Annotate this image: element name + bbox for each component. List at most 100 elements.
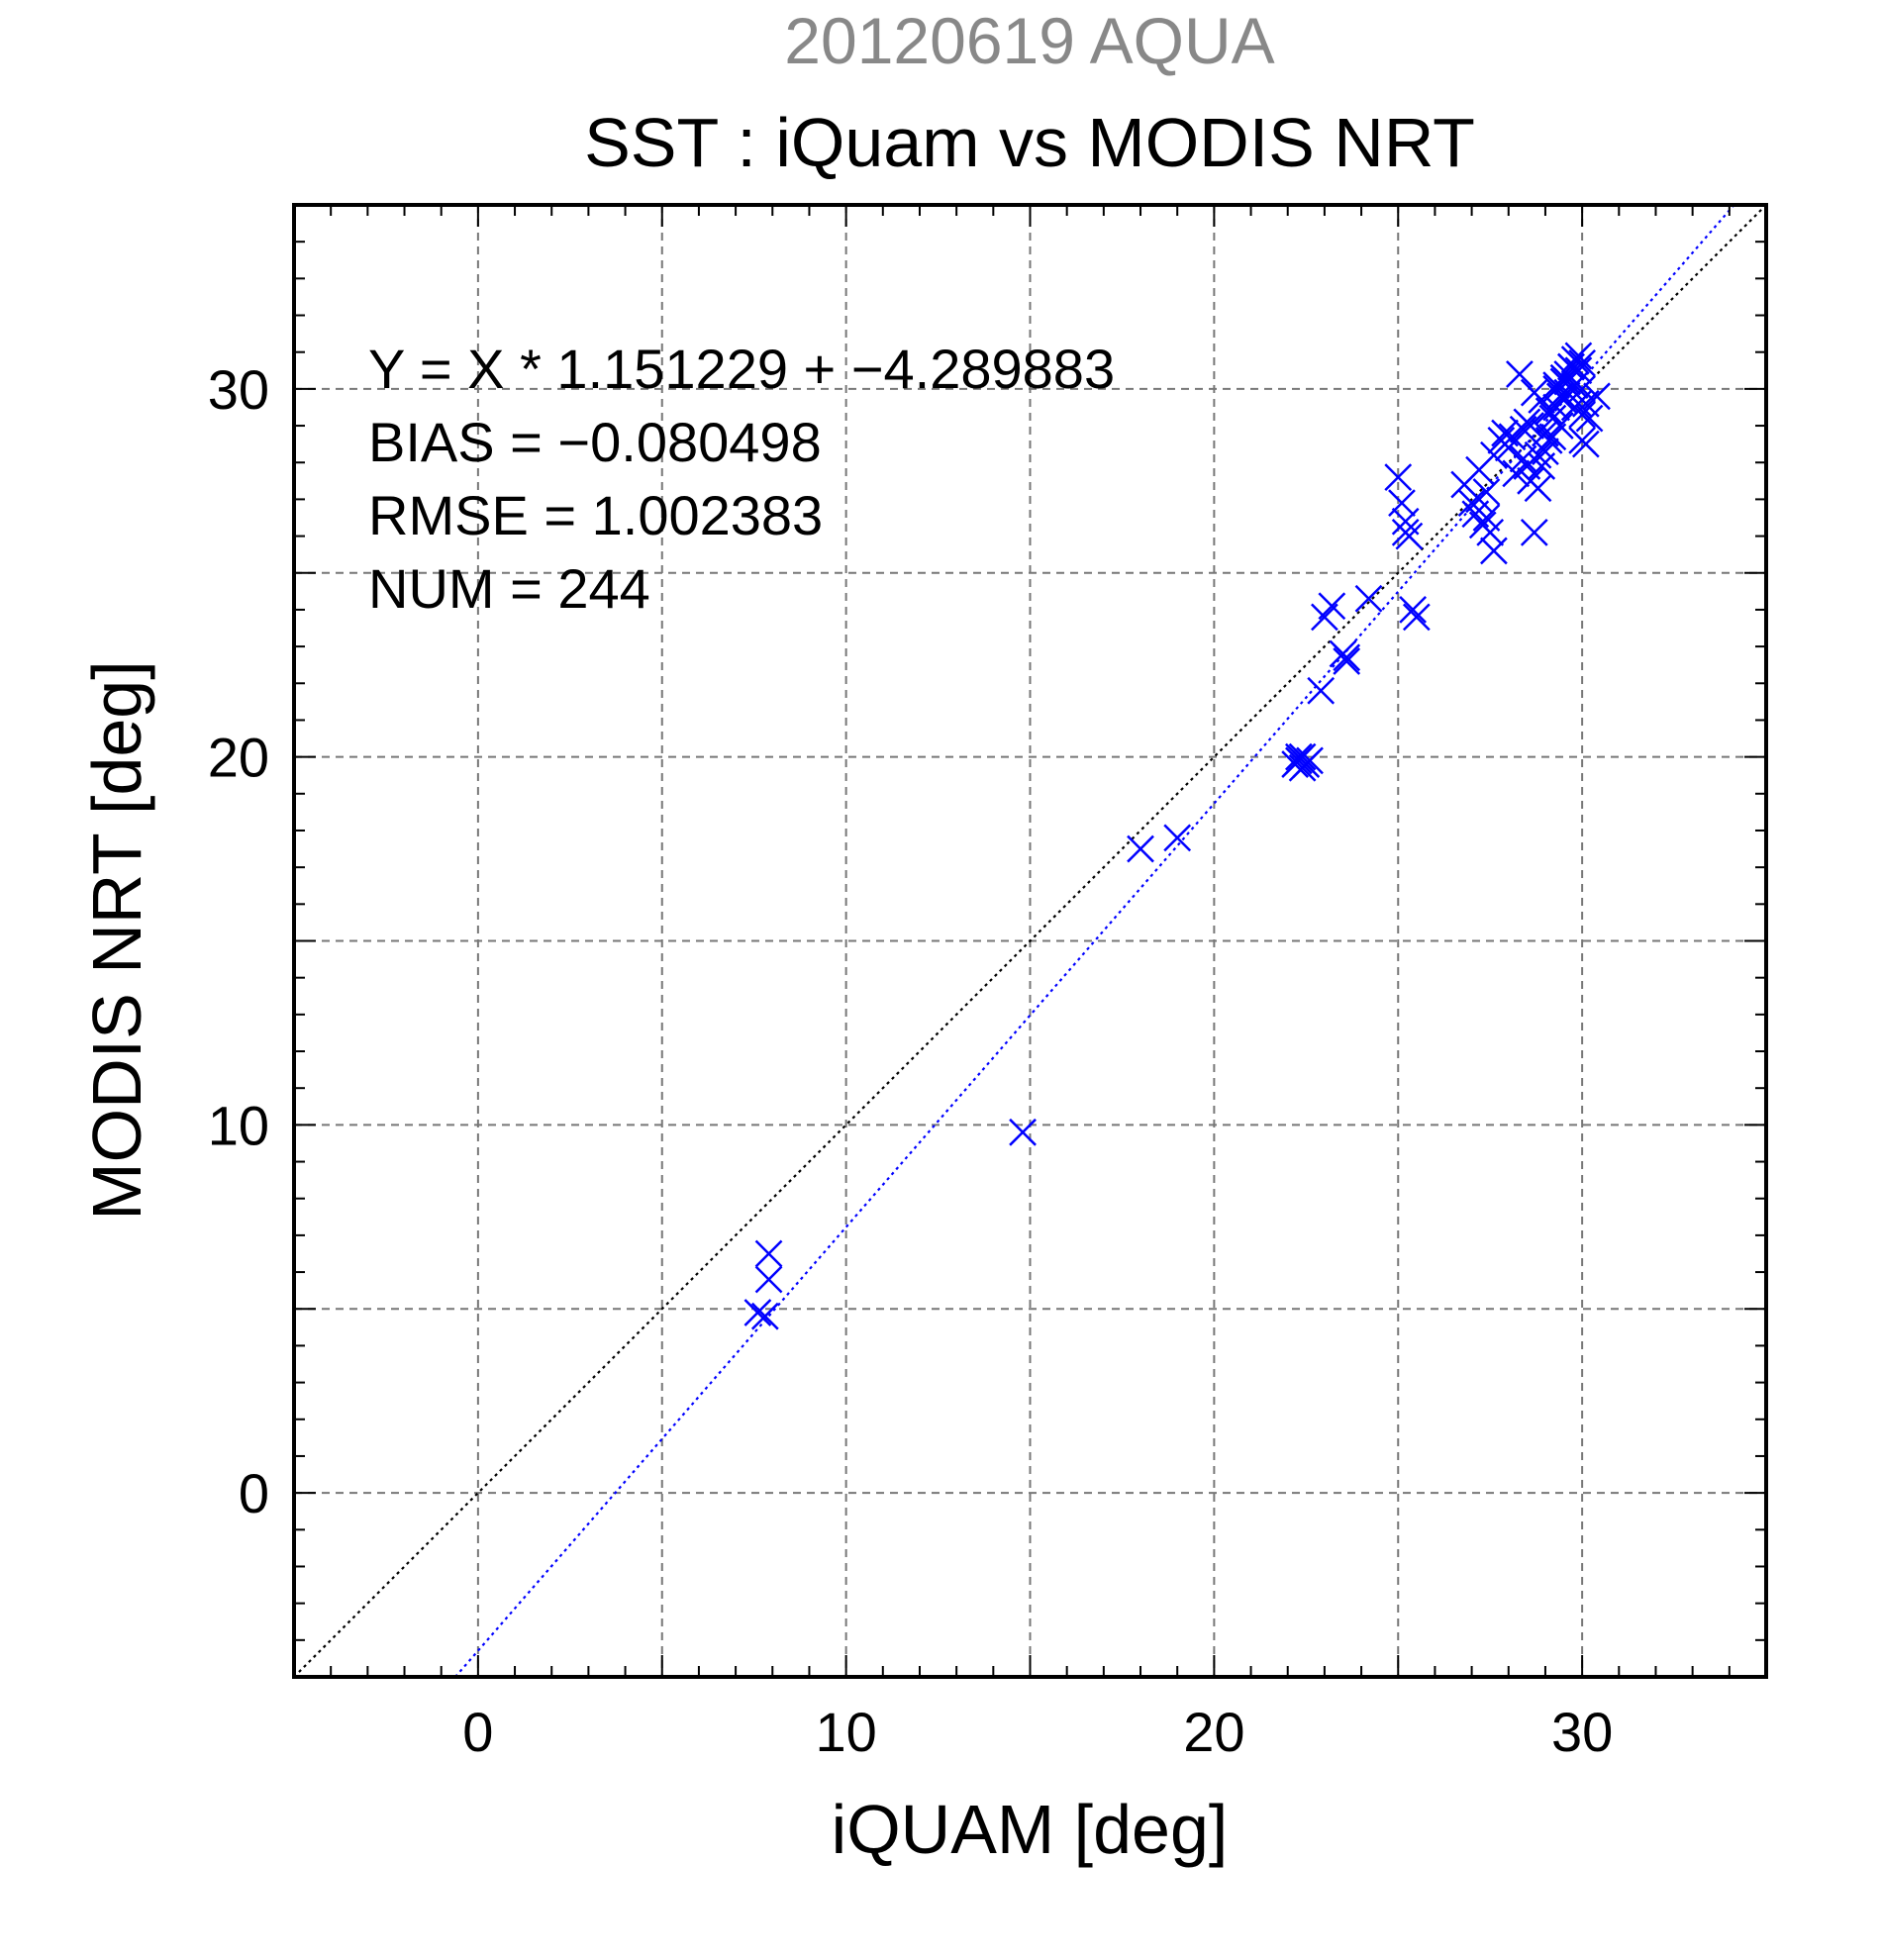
data-point [1333,647,1361,675]
data-point [1307,676,1336,705]
data-point-stroke [1509,415,1537,443]
data-point-stroke [1502,459,1531,488]
data-point-stroke [1571,430,1600,458]
data-point [1402,603,1431,632]
y-axis-label: MODIS NRT [deg] [78,660,155,1220]
data-point-stroke [1564,389,1593,418]
data-point-stroke [1391,518,1420,546]
data-point-stroke [1513,408,1541,437]
data-point [750,1302,779,1330]
data-point-stroke [750,1302,779,1330]
rmse-value: RMSE = 1.002383 [368,484,823,546]
stats-annotation: Y = X * 1.151229 + −4.289883 BIAS = −0.0… [368,338,1115,620]
data-point [1538,423,1567,451]
data-point [1329,639,1357,668]
data-point-stroke [1524,474,1552,503]
data-point [1553,367,1582,396]
data-point-stroke [1402,603,1431,632]
data-point [1288,753,1317,782]
data-point-stroke [1560,371,1589,400]
data-point-stroke [1520,518,1548,546]
data-point [1560,371,1589,400]
data-point-stroke [1506,360,1534,388]
data-point [1163,824,1192,852]
y-tick-label: 30 [208,358,269,421]
data-point [1384,463,1413,491]
data-point-stroke [1163,824,1192,852]
data-point [1524,474,1552,503]
data-point-stroke [1318,592,1346,621]
data-point-stroke [1307,676,1336,705]
data-point-stroke [1480,537,1508,565]
data-point-stroke [1491,419,1519,447]
data-point-stroke [1384,463,1413,491]
data-point-stroke [1575,404,1604,433]
data-point [1571,430,1600,458]
data-point-stroke [1354,584,1383,613]
x-tick-label: 30 [1551,1701,1613,1763]
data-point [754,1239,783,1268]
data-point-stroke [1524,441,1552,469]
y-tick-label: 20 [208,727,269,789]
data-point-stroke [1538,423,1567,451]
data-point-stroke [743,1299,772,1326]
data-point-stroke [1553,367,1582,396]
data-point [1532,419,1559,447]
data-point [1506,360,1534,388]
identity-line [293,204,1767,1678]
data-point-stroke [1457,489,1486,518]
data-point [1513,408,1541,437]
data-point-stroke [1391,507,1420,536]
data-point-stroke [1009,1118,1037,1146]
data-point [1520,518,1548,546]
data-point [1583,382,1611,411]
y-tick-label: 10 [208,1094,269,1156]
data-point-stroke [1333,647,1361,675]
data-point-stroke [1388,489,1416,518]
data-point [1568,401,1597,429]
data-point-stroke [1329,639,1357,668]
data-point-stroke [1288,742,1317,771]
data-point [1399,596,1428,624]
data-point [1480,537,1508,565]
data-point [754,1265,783,1294]
x-tick-label: 10 [815,1701,876,1763]
data-point-stroke [754,1239,783,1268]
data-point-stroke [754,1265,783,1294]
data-point [1288,742,1317,771]
data-point [1391,518,1420,546]
data-point-stroke [1583,382,1611,411]
data-point [1524,441,1552,469]
data-point-stroke [1564,342,1593,370]
data-point-stroke [1568,401,1597,429]
data-point-stroke [1534,397,1563,426]
data-point-stroke [1520,378,1548,407]
data-point-stroke [1568,348,1597,377]
data-point-stroke [1399,596,1428,624]
data-point-stroke [1476,518,1505,546]
data-point [1575,404,1604,433]
data-point [1502,459,1531,488]
data-point-stroke [1472,478,1501,506]
x-tick-labels: 0 10 20 30 [462,1701,1613,1763]
data-point [1009,1118,1037,1146]
chart-supertitle: 20120619 AQUA [784,4,1274,77]
data-point-stroke [1284,742,1313,771]
data-point [1564,389,1593,418]
data-point-stroke [1549,386,1578,414]
data-points [743,342,1611,1330]
data-point [1284,742,1313,771]
data-point [1354,584,1383,613]
reference-lines [293,204,1767,1678]
data-point [743,1299,772,1326]
y-tick-label: 0 [239,1462,269,1524]
data-point [1476,518,1505,546]
data-point-stroke [1494,434,1523,462]
x-axis-label: iQUAM [deg] [832,1791,1229,1868]
data-point [1568,348,1597,377]
regression-equation: Y = X * 1.151229 + −4.289883 [368,338,1115,400]
data-point-stroke [1532,419,1559,447]
data-point-stroke [1127,834,1154,863]
data-point [1509,415,1537,443]
